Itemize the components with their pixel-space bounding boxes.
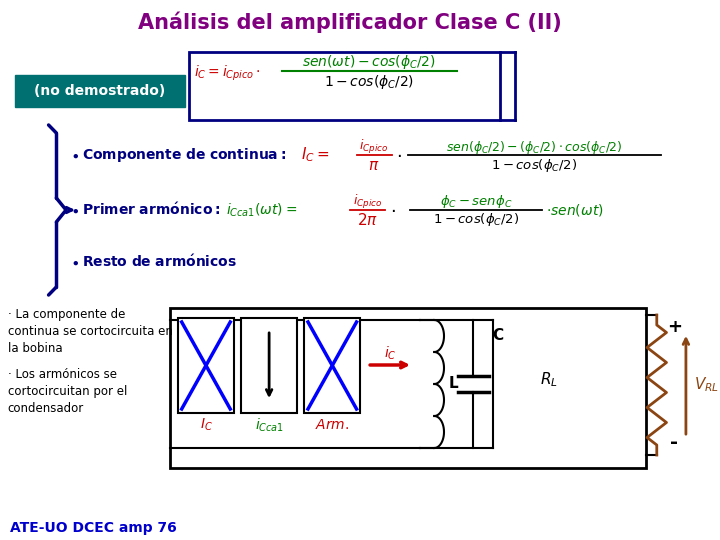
Text: $I_C =$: $I_C =$: [301, 146, 330, 164]
Text: C: C: [492, 327, 504, 342]
Text: · Los armónicos se
cortocircuitan por el
condensador: · Los armónicos se cortocircuitan por el…: [8, 368, 127, 415]
Text: $\mathit{Arm.}$: $\mathit{Arm.}$: [315, 418, 349, 432]
Text: $\pi$: $\pi$: [369, 158, 379, 172]
Text: $V_{RL}$: $V_{RL}$: [693, 376, 719, 394]
Text: $\bullet$: $\bullet$: [70, 202, 79, 218]
Text: $I_C$: $I_C$: [199, 417, 212, 433]
Text: $\mathbf{Resto\ de\ arm\acute{o}nicos}$: $\mathbf{Resto\ de\ arm\acute{o}nicos}$: [81, 254, 237, 270]
Text: $i_{Cpico}$: $i_{Cpico}$: [359, 138, 389, 156]
Text: +: +: [667, 318, 682, 336]
Bar: [14, 75, 184, 107]
Text: $\cdot sen(\omega t)$: $\cdot sen(\omega t)$: [546, 202, 603, 218]
Text: $R_L$: $R_L$: [540, 370, 558, 389]
Text: $sen(\omega t) - cos(\phi_C/2)$: $sen(\omega t) - cos(\phi_C/2)$: [302, 53, 436, 71]
Text: $i_{Cpico}$: $i_{Cpico}$: [353, 193, 382, 211]
Text: Análisis del amplificador Clase C (II): Análisis del amplificador Clase C (II): [138, 11, 562, 33]
Text: ATE-UO DCEC amp 76: ATE-UO DCEC amp 76: [9, 521, 176, 535]
Bar: [170, 308, 646, 468]
Text: $1 - cos(\phi_C/2)$: $1 - cos(\phi_C/2)$: [491, 157, 577, 173]
Text: $\bullet$: $\bullet$: [70, 147, 79, 163]
Text: $i_{Cca1}$: $i_{Cca1}$: [255, 416, 284, 434]
Text: $i_{Cca1}(\omega t) =$: $i_{Cca1}(\omega t) =$: [226, 201, 297, 219]
Text: $\phi_C - sen\phi_C$: $\phi_C - sen\phi_C$: [440, 193, 513, 211]
Bar: [241, 318, 297, 413]
Text: $\cdot$: $\cdot$: [397, 146, 402, 164]
Text: (no demostrado): (no demostrado): [34, 84, 165, 98]
Text: $i_C$: $i_C$: [384, 345, 397, 362]
Text: $\cdot$: $\cdot$: [390, 201, 395, 219]
Text: $\mathbf{Primer\ arm\acute{o}nico:}$: $\mathbf{Primer\ arm\acute{o}nico:}$: [81, 202, 220, 218]
Text: L: L: [449, 376, 459, 392]
Bar: [178, 318, 234, 413]
Bar: [189, 52, 500, 120]
Text: $1 - cos(\phi_C/2)$: $1 - cos(\phi_C/2)$: [324, 73, 414, 91]
Text: -: -: [670, 434, 678, 453]
Text: $\mathbf{Componente\ de\ continua:}$: $\mathbf{Componente\ de\ continua:}$: [81, 146, 286, 164]
Text: $i_C = i_{Cpico}\cdot$: $i_C = i_{Cpico}\cdot$: [194, 63, 261, 83]
Bar: [304, 318, 361, 413]
Text: $\bullet$: $\bullet$: [70, 254, 79, 269]
Text: $sen(\phi_C/2) - (\phi_C/2)\cdot cos(\phi_C/2)$: $sen(\phi_C/2) - (\phi_C/2)\cdot cos(\ph…: [446, 138, 623, 156]
Text: · La componente de
continua se cortocircuita en
la bobina: · La componente de continua se cortocirc…: [8, 308, 173, 355]
Text: $1 - cos(\phi_C/2)$: $1 - cos(\phi_C/2)$: [433, 212, 519, 228]
Text: $2\pi$: $2\pi$: [356, 212, 378, 228]
